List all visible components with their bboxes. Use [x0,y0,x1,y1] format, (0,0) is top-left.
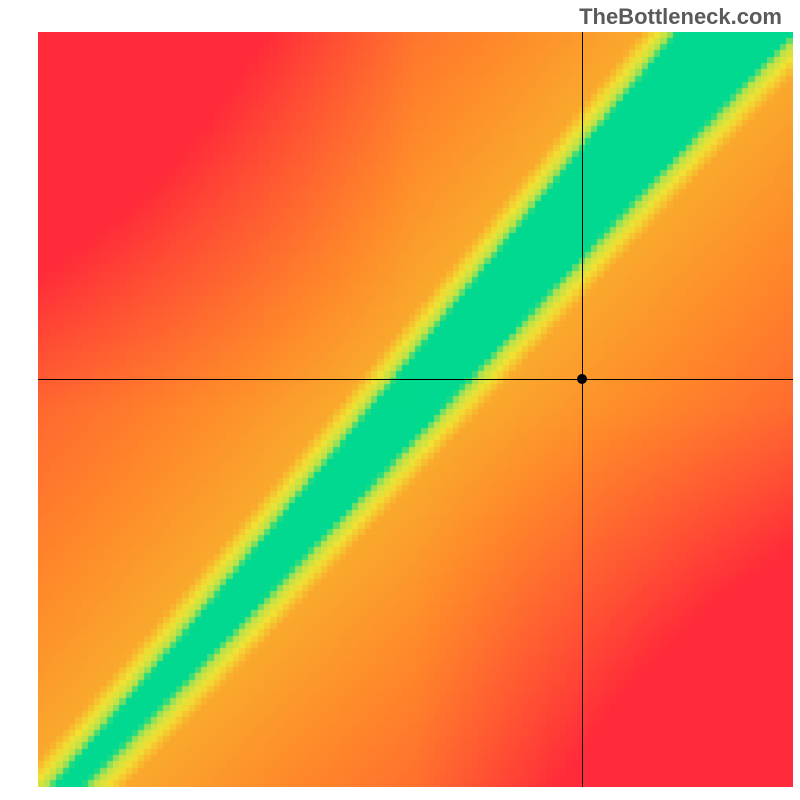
bottleneck-chart: TheBottleneck.com [0,0,800,800]
crosshair-marker [577,374,587,384]
crosshair-vertical [582,32,583,787]
crosshair-horizontal [38,379,793,380]
heatmap-canvas [38,32,793,787]
watermark-text: TheBottleneck.com [579,4,782,30]
